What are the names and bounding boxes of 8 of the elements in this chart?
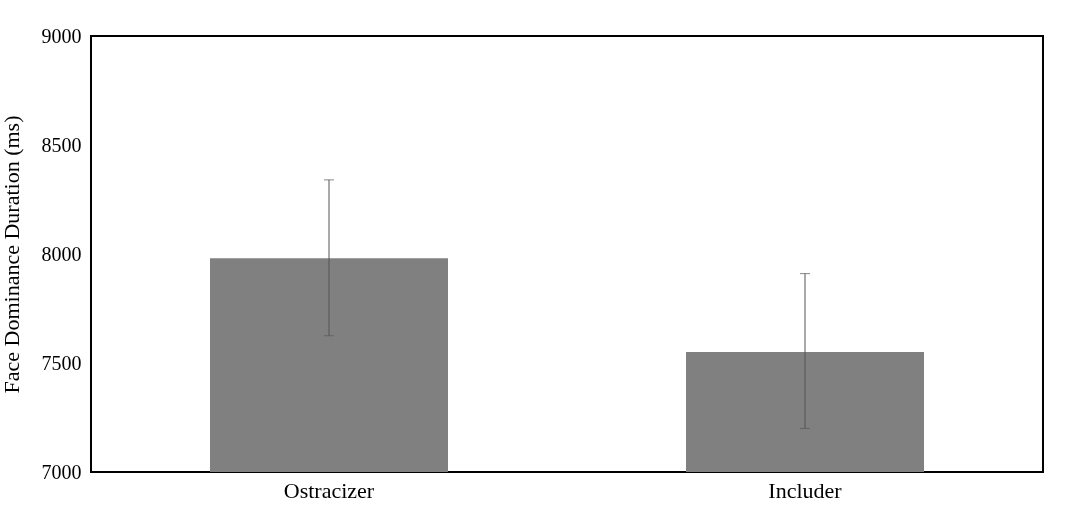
- x-tick-label: Ostracizer: [283, 477, 375, 503]
- x-tick-label: Includer: [768, 477, 843, 503]
- y-tick-label: 7000: [41, 460, 82, 483]
- y-tick-label: 7500: [41, 351, 82, 374]
- y-axis-title: Face Dominance Duration (ms): [0, 115, 24, 394]
- y-tick-label: 9000: [41, 24, 82, 47]
- y-tick-label: 8500: [41, 133, 82, 156]
- y-tick-label: 8000: [41, 242, 82, 265]
